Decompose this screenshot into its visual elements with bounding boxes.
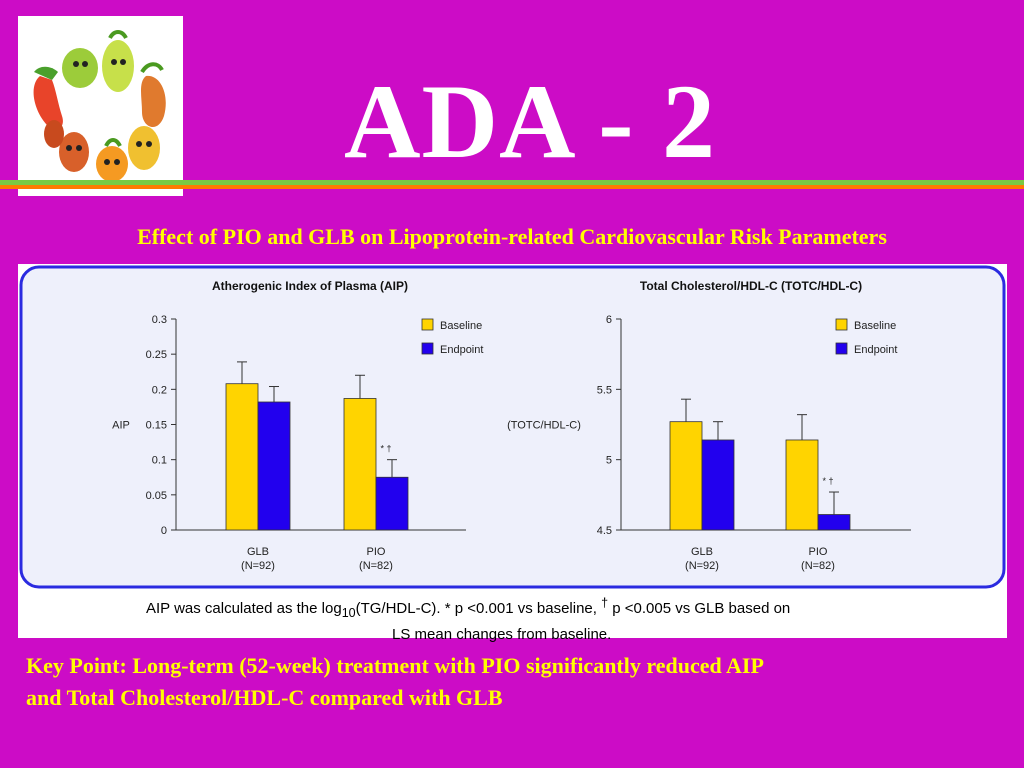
footnote-part-3: p <0.005 vs GLB based on [608,600,791,617]
category-label: GLB [691,546,713,558]
significance-annotation: * † [822,476,833,486]
legend-label-endpoint: Endpoint [440,344,483,356]
bar-endpoint [375,476,409,531]
legend-label-baseline: Baseline [440,320,482,332]
footnote-part-1: AIP was calculated as the log [146,600,342,617]
y-tick-label: 0.25 [146,349,167,361]
totc-hdl-chart: Total Cholesterol/HDL-C (TOTC/HDL-C) 4.5 5… [507,279,911,572]
significance-annotation: * † [380,444,391,454]
vegetables-characters-logo-icon [33,30,166,182]
legend-swatch-endpoint [835,342,848,355]
slide-title: ADA - 2 [343,63,717,180]
legend-label-endpoint: Endpoint [854,344,897,356]
y-tick-label: 4.5 [597,525,612,537]
footnote-dagger: † [601,596,609,610]
bar-endpoint [817,514,851,531]
y-tick-label: 0.3 [152,314,167,326]
footnote-line-2: LS mean changes from baseline. [392,626,612,643]
y-tick-label: 5.5 [597,384,612,396]
y-tick-label: 6 [606,314,612,326]
legend-swatch-endpoint [421,342,434,355]
charts-svg: Atherogenic Index of Plasma (AIP) 0 0.05 0.… [19,265,1006,589]
y-tick-label: 0.1 [152,455,167,467]
key-point-line-2: and Total Cholesterol/HDL-C compared wit… [26,685,503,710]
footnote: AIP was calculated as the log10(TG/HDL-C… [146,593,906,645]
key-point-line-1: Key Point: Long-term (52-week) treatment… [26,653,764,678]
bar-baseline [225,383,259,531]
footnote-subscript: 10 [341,606,356,620]
category-label: PIO [809,546,828,558]
category-n-label: (N=82) [801,560,835,572]
bar-endpoint [701,439,735,531]
y-tick-label: 0.2 [152,384,167,396]
category-n-label: (N=82) [359,560,393,572]
divider-green [0,180,1024,185]
slide-subtitle: Effect of PIO and GLB on Lipoprotein-rel… [137,224,887,249]
y-tick-label: 0 [161,525,167,537]
key-point: Key Point: Long-term (52-week) treatment… [26,650,1006,714]
footnote-part-2: (TG/HDL-C). * p <0.001 vs baseline, [355,600,602,617]
bar-baseline [343,398,377,531]
y-tick-label: 0.15 [146,420,167,432]
aip-chart: Atherogenic Index of Plasma (AIP) 0 0.05 0.… [112,279,483,572]
category-label: GLB [247,546,269,558]
y-tick-label: 5 [606,455,612,467]
divider-orange [0,185,1024,189]
y-axis-label: (TOTC/HDL-C) [507,420,581,432]
legend-label-baseline: Baseline [854,320,896,332]
logo [18,16,183,196]
legend-swatch-baseline [835,318,848,331]
bar-baseline [785,439,819,531]
legend-swatch-baseline [421,318,434,331]
category-label: PIO [367,546,386,558]
category-n-label: (N=92) [685,560,719,572]
category-n-label: (N=92) [241,560,275,572]
chart-title: Total Cholesterol/HDL-C (TOTC/HDL-C) [640,279,862,293]
chart-title: Atherogenic Index of Plasma (AIP) [212,279,408,293]
chart-panel: Atherogenic Index of Plasma (AIP) 0 0.05 0.… [18,264,1007,638]
y-axis-label: AIP [112,420,130,432]
bar-endpoint [257,401,291,531]
footnote-line-1: AIP was calculated as the log10(TG/HDL-C… [146,593,906,624]
y-tick-label: 0.05 [146,490,167,502]
bar-baseline [669,421,703,531]
